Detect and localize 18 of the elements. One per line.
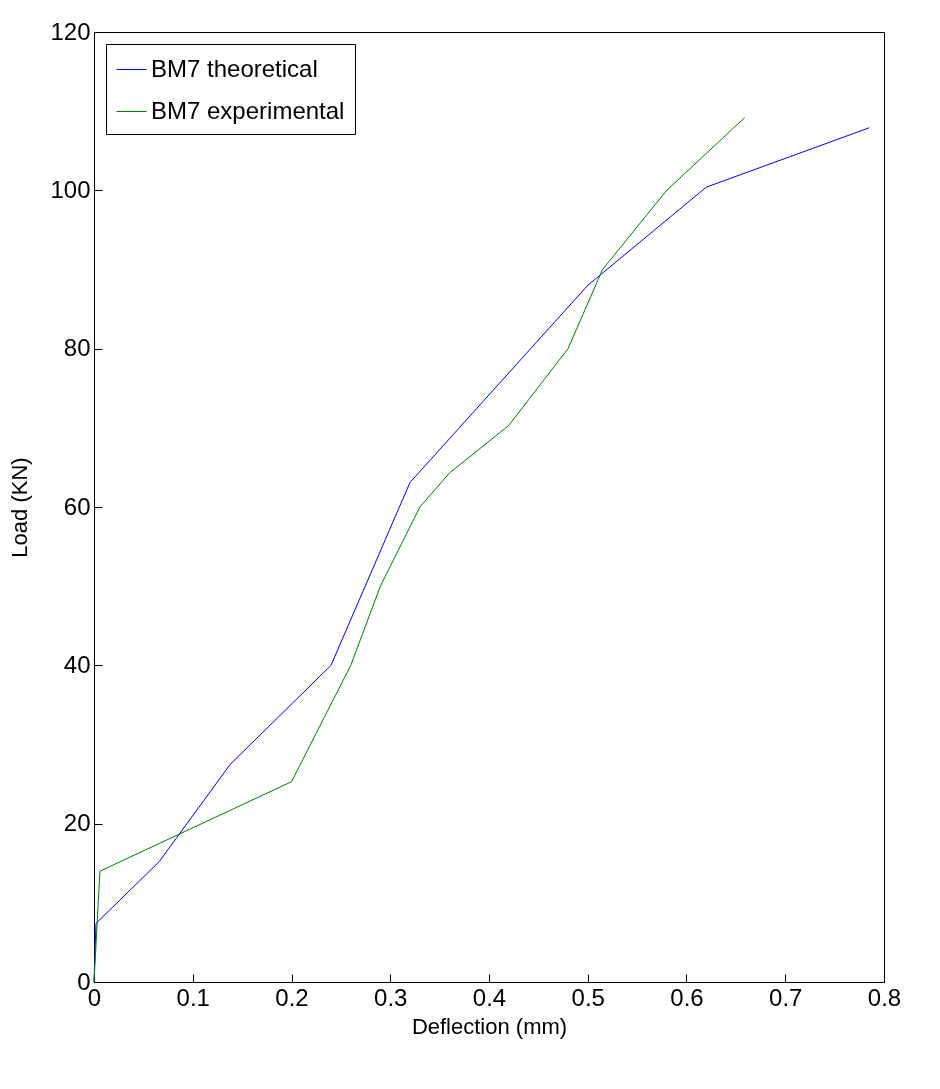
- y-tick-label: 120: [50, 17, 91, 45]
- x-tick-label: 0.1: [176, 983, 210, 1011]
- x-axis-title: Deflection (mm): [411, 1013, 568, 1039]
- y-tick-label: 80: [63, 334, 91, 362]
- x-tick-label: 0.8: [867, 983, 902, 1011]
- x-tick-label: 0.3: [374, 983, 408, 1011]
- y-tick-label: 20: [63, 809, 91, 837]
- x-tick-label: 0.7: [769, 983, 803, 1011]
- y-tick-label: 100: [50, 175, 91, 203]
- legend-label: BM7 experimental: [151, 96, 345, 124]
- x-tick-label: 0.2: [275, 983, 309, 1011]
- y-tick-label: 60: [63, 492, 91, 520]
- y-axis-title: Load (KN): [7, 457, 33, 558]
- x-tick-label: 0.6: [670, 983, 704, 1011]
- legend-label: BM7 theoretical: [151, 54, 318, 82]
- x-tick-label: 0.5: [571, 983, 605, 1011]
- x-tick-label: 0.4: [472, 983, 507, 1011]
- y-tick-label: 40: [63, 650, 91, 678]
